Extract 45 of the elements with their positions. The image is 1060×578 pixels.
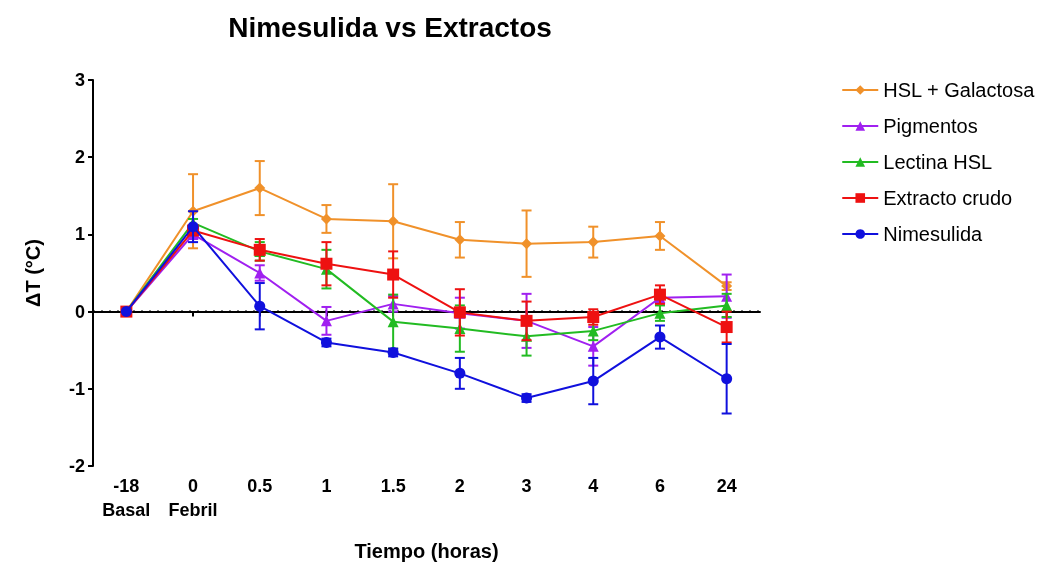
x-tick-label: 2 xyxy=(454,476,465,496)
x-tick-label: 1.5 xyxy=(380,476,406,496)
y-tick-label: -1 xyxy=(68,378,85,399)
legend-label: Extracto crudo xyxy=(883,187,1013,209)
point xyxy=(653,288,666,301)
y-tick-label: 3 xyxy=(74,70,85,90)
point xyxy=(387,268,400,281)
point xyxy=(587,375,599,387)
point xyxy=(320,257,333,270)
point xyxy=(454,234,466,246)
point xyxy=(387,215,399,227)
point xyxy=(587,340,599,352)
y-tick-label: 1 xyxy=(74,224,85,245)
x-tick-label: 4 xyxy=(588,476,599,496)
legend-label: Nimesulida xyxy=(883,223,984,245)
y-tick-label: -2 xyxy=(68,456,85,476)
chart-title: Nimesulida vs Extractos xyxy=(228,11,552,43)
point xyxy=(654,230,666,242)
point xyxy=(320,315,332,327)
legend-label: HSL + Galactosa xyxy=(883,79,1036,101)
point xyxy=(387,316,399,328)
x-axis-title: Tiempo (horas) xyxy=(354,540,499,562)
x-tick-label: 6 xyxy=(654,476,665,496)
y-tick-label: 2 xyxy=(74,147,85,168)
x-tick-label: 3 xyxy=(521,476,532,496)
y-tick-label: 0 xyxy=(74,301,85,322)
x-tick-label: -18 Basal xyxy=(102,476,151,520)
point xyxy=(587,325,599,337)
point xyxy=(587,236,599,248)
point xyxy=(454,367,466,379)
x-tick-label: 1 xyxy=(321,476,332,496)
y-axis-title: ΔT (°C) xyxy=(22,239,44,307)
legend-label: Lectina HSL xyxy=(883,151,993,173)
x-tick-label: 24 xyxy=(716,476,737,496)
point xyxy=(254,300,266,312)
point xyxy=(187,221,199,233)
point xyxy=(720,321,733,334)
x-tick-label: 0.5 xyxy=(247,476,273,496)
point xyxy=(320,213,332,225)
legend-label: Pigmentos xyxy=(883,115,978,137)
point xyxy=(521,238,533,250)
point xyxy=(721,373,733,385)
point xyxy=(254,182,266,194)
point xyxy=(654,331,666,343)
x-tick-label: 0 Febril xyxy=(168,476,218,520)
